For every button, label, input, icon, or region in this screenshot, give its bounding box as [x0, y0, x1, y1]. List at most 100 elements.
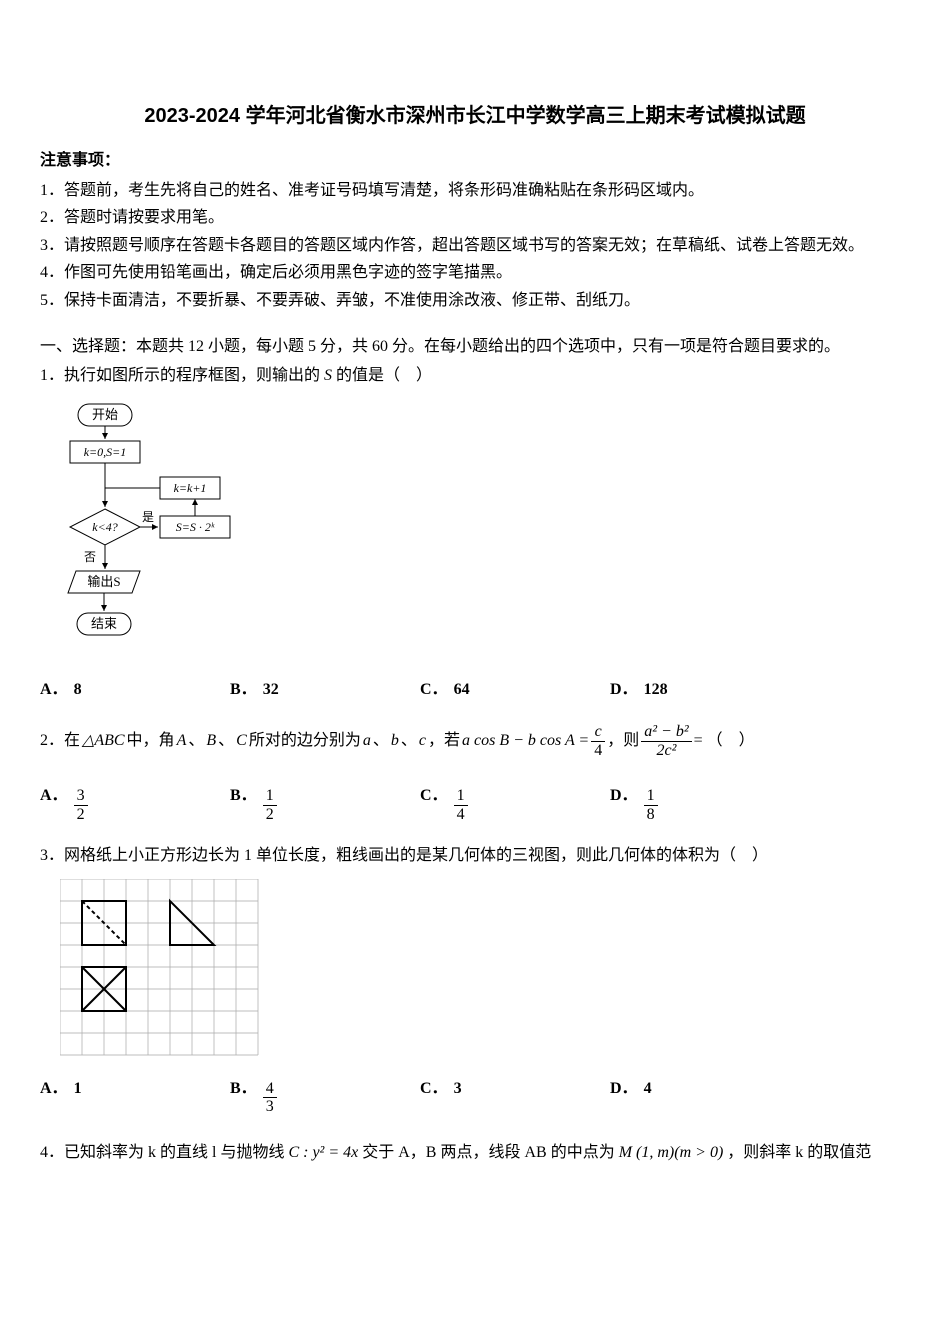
- question-1-text: 1．执行如图所示的程序框图，则输出的 S 的值是（ ）: [40, 363, 910, 389]
- option-value: 3 2: [74, 787, 88, 823]
- q3-three-views: [60, 879, 910, 1066]
- sep: 、: [401, 728, 417, 754]
- exam-title: 2023-2024 学年河北省衡水市深州市长江中学数学高三上期末考试模拟试题: [40, 100, 910, 132]
- option-value: 4 3: [263, 1080, 277, 1116]
- q1-option-a: A． 8: [40, 677, 230, 703]
- notice-item: 5．保持卡面清洁，不要折暴、不要弄破、弄皱，不准使用涂改液、修正带、刮纸刀。: [40, 288, 910, 314]
- q2-eq-left: a cos B − b cos A =: [462, 728, 589, 754]
- q3-option-a: A． 1: [40, 1076, 230, 1102]
- q2-option-a: A． 3 2: [40, 783, 230, 823]
- frac-num: 1: [644, 787, 658, 806]
- question-3-text: 3．网格纸上小正方形边长为 1 单位长度，粗线画出的是某几何体的三视图，则此几何…: [40, 843, 910, 869]
- frac-den: 8: [644, 806, 658, 824]
- notice-item: 4．作图可先使用铅笔画出，确定后必须用黑色字迹的签字笔描黑。: [40, 260, 910, 286]
- q2-mid5: = （ ）: [694, 728, 755, 754]
- flow-inc: k=k+1: [174, 481, 207, 495]
- q1-variable: S: [324, 367, 332, 384]
- q1-options: A． 8 B． 32 C． 64 D． 128: [40, 677, 910, 703]
- option-value: 8: [74, 677, 82, 703]
- notice-heading: 注意事项：: [40, 148, 910, 174]
- option-label: C．: [420, 677, 448, 703]
- flow-output: 输出S: [87, 574, 120, 589]
- sep: 、: [218, 728, 234, 754]
- q2-side-a: a: [363, 728, 371, 754]
- frac-den: 2: [74, 806, 88, 824]
- option-value: 1 2: [263, 787, 277, 823]
- option-value: 1 4: [454, 787, 468, 823]
- question-3: 3．网格纸上小正方形边长为 1 单位长度，粗线画出的是某几何体的三视图，则此几何…: [40, 843, 910, 1115]
- q3-option-b: B． 4 3: [230, 1076, 420, 1116]
- q1-suffix: 的值是（ ）: [336, 367, 432, 384]
- sep: 、: [188, 728, 204, 754]
- question-2-text: 2．在 △ABC 中，角 A 、 B 、 C 所对的边分别为 a 、 b 、 c…: [40, 723, 910, 759]
- flow-no: 否: [84, 550, 96, 564]
- q3-option-c: C． 3: [420, 1076, 610, 1102]
- q2-side-c: c: [419, 728, 426, 754]
- option-label: B．: [230, 1076, 257, 1102]
- option-label: A．: [40, 1076, 68, 1102]
- q4-suffix: ，则斜率 k 的取值范: [727, 1144, 871, 1161]
- frac-num: 1: [263, 787, 277, 806]
- option-label: A．: [40, 677, 68, 703]
- flow-update: S=S · 2ᵏ: [176, 520, 215, 534]
- frac-num: 4: [263, 1080, 277, 1099]
- frac-den: 4: [454, 806, 468, 824]
- frac-den: 2: [263, 806, 277, 824]
- notice-item: 1．答题前，考生先将自己的姓名、准考证号码填写清楚，将条形码准确粘贴在条形码区域…: [40, 178, 910, 204]
- q2-angle-c: C: [236, 728, 247, 754]
- flow-cond: k<4?: [92, 520, 117, 534]
- q2-options: A． 3 2 B． 1 2 C． 1 4 D． 1 8: [40, 783, 910, 823]
- q3-option-d: D． 4: [610, 1076, 800, 1102]
- question-2: 2．在 △ABC 中，角 A 、 B 、 C 所对的边分别为 a 、 b 、 c…: [40, 723, 910, 823]
- option-value: 64: [454, 677, 470, 703]
- q2-prefix: 2．在: [40, 728, 80, 754]
- option-label: B．: [230, 783, 257, 809]
- question-4: 4．已知斜率为 k 的直线 l 与抛物线 C : y² = 4x 交于 A，B …: [40, 1140, 910, 1166]
- frac-den: 3: [263, 1098, 277, 1116]
- flow-yes: 是: [142, 510, 154, 524]
- flowchart-svg: 开始 k=0,S=1 k=k+1 k<4? 是 S=S · 2ᵏ: [60, 399, 250, 659]
- option-value: 32: [263, 677, 279, 703]
- q4-curve: C : y² = 4x: [288, 1144, 358, 1161]
- option-value: 128: [644, 677, 668, 703]
- sep: 、: [373, 728, 389, 754]
- option-value: 1 8: [644, 787, 658, 823]
- option-value: 4: [644, 1076, 652, 1102]
- q2-mid3: ，若: [428, 728, 460, 754]
- question-4-text: 4．已知斜率为 k 的直线 l 与抛物线 C : y² = 4x 交于 A，B …: [40, 1140, 910, 1166]
- option-value: 3: [454, 1076, 462, 1102]
- option-label: D．: [610, 1076, 638, 1102]
- section-1-intro: 一、选择题：本题共 12 小题，每小题 5 分，共 60 分。在每小题给出的四个…: [40, 334, 910, 360]
- flow-init: k=0,S=1: [84, 445, 127, 459]
- q4-point: M (1, m)(m > 0): [619, 1144, 724, 1161]
- frac-num: c: [591, 723, 605, 742]
- option-label: D．: [610, 783, 638, 809]
- q1-prefix: 1．执行如图所示的程序框图，则输出的: [40, 367, 320, 384]
- frac-num: a² − b²: [641, 723, 691, 742]
- question-1: 1．执行如图所示的程序框图，则输出的 S 的值是（ ） 开始 k=0,S=1 k…: [40, 363, 910, 703]
- q1-option-d: D． 128: [610, 677, 800, 703]
- q2-mid4: ，则: [607, 728, 639, 754]
- q2-frac1: c 4: [591, 723, 605, 759]
- flow-end: 结束: [91, 616, 117, 631]
- q3-options: A． 1 B． 4 3 C． 3 D． 4: [40, 1076, 910, 1116]
- q4-prefix: 4．已知斜率为 k 的直线 l 与抛物线: [40, 1144, 284, 1161]
- q2-mid2: 所对的边分别为: [249, 728, 361, 754]
- q2-side-b: b: [391, 728, 399, 754]
- option-label: B．: [230, 677, 257, 703]
- q2-angle-b: B: [206, 728, 216, 754]
- frac-den: 2c²: [641, 742, 691, 760]
- q2-angle-a: A: [177, 728, 187, 754]
- q2-option-d: D． 1 8: [610, 783, 800, 823]
- notice-item: 2．答题时请按要求用笔。: [40, 205, 910, 231]
- q1-option-b: B． 32: [230, 677, 420, 703]
- frac-num: 3: [74, 787, 88, 806]
- q2-triangle: △ABC: [82, 728, 125, 754]
- option-label: A．: [40, 783, 68, 809]
- q1-flowchart: 开始 k=0,S=1 k=k+1 k<4? 是 S=S · 2ᵏ: [60, 399, 910, 668]
- notice-block: 注意事项： 1．答题前，考生先将自己的姓名、准考证号码填写清楚，将条形码准确粘贴…: [40, 148, 910, 314]
- option-label: D．: [610, 677, 638, 703]
- q2-mid1: 中，角: [127, 728, 175, 754]
- option-label: C．: [420, 783, 448, 809]
- option-label: C．: [420, 1076, 448, 1102]
